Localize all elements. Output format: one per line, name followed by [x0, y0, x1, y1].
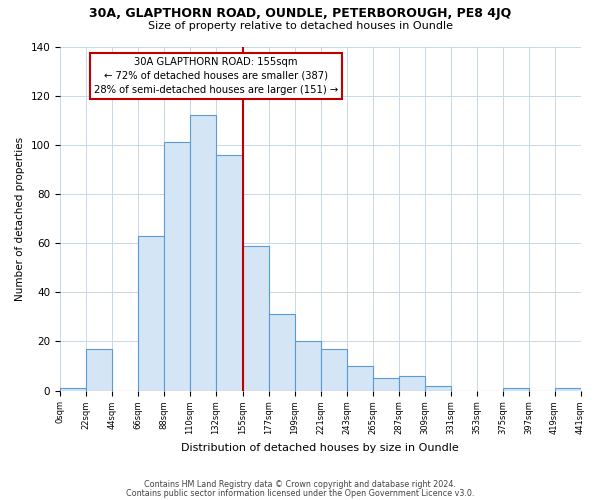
Text: Contains HM Land Registry data © Crown copyright and database right 2024.: Contains HM Land Registry data © Crown c… [144, 480, 456, 489]
Bar [190, 116, 216, 390]
Y-axis label: Number of detached properties: Number of detached properties [15, 136, 25, 300]
X-axis label: Distribution of detached houses by size in Oundle: Distribution of detached houses by size … [181, 442, 459, 452]
Bar [269, 314, 295, 390]
Bar [138, 236, 164, 390]
Bar [216, 154, 243, 390]
Bar [86, 349, 112, 391]
Bar [164, 142, 190, 390]
Text: Size of property relative to detached houses in Oundle: Size of property relative to detached ho… [148, 21, 452, 31]
Bar [243, 246, 269, 390]
Text: 30A GLAPTHORN ROAD: 155sqm
← 72% of detached houses are smaller (387)
28% of sem: 30A GLAPTHORN ROAD: 155sqm ← 72% of deta… [94, 57, 338, 95]
Text: 30A, GLAPTHORN ROAD, OUNDLE, PETERBOROUGH, PE8 4JQ: 30A, GLAPTHORN ROAD, OUNDLE, PETERBOROUG… [89, 8, 511, 20]
Bar [295, 342, 321, 390]
Bar [503, 388, 529, 390]
Bar [425, 386, 451, 390]
Bar [347, 366, 373, 390]
Bar [399, 376, 425, 390]
Bar [321, 349, 347, 391]
Bar [554, 388, 581, 390]
Text: Contains public sector information licensed under the Open Government Licence v3: Contains public sector information licen… [126, 488, 474, 498]
Bar [60, 388, 86, 390]
Bar [373, 378, 399, 390]
